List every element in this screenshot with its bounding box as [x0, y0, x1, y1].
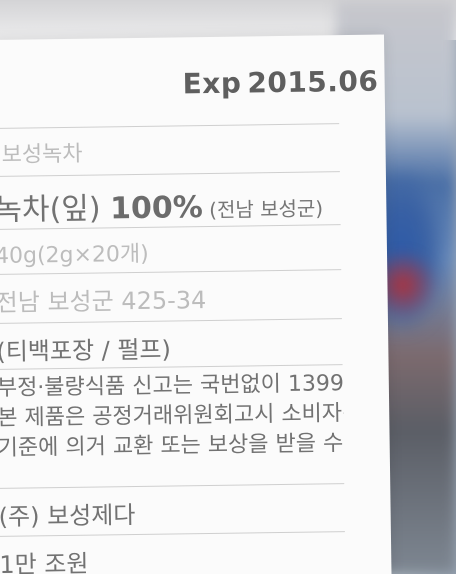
- row-text: 40g(2g×20개): [0, 241, 149, 269]
- ingredient-name: 녹차(잎): [0, 191, 111, 228]
- product-label: Exp 2015.06 보성녹차 녹차(잎) 100% (전남 보성군) 40g(…: [0, 34, 392, 574]
- row-text: (티백포장 / 펄프): [0, 335, 172, 366]
- expiry-date: Exp 2015.06: [182, 65, 378, 101]
- ingredient-percent: 100%: [109, 190, 204, 227]
- label-row-maker: (주) 보성제다: [0, 483, 345, 536]
- notice-line-1: 부정·불량식품 신고는 국번없이 1399: [0, 371, 345, 401]
- label-row-packaging: (티백포장 / 펄프): [0, 318, 343, 368]
- ingredients-text: 녹차(잎) 100% (전남 보성군): [0, 180, 323, 229]
- label-row-notice: 부정·불량식품 신고는 국번없이 1399 본 제품은 공정거래위원회고시 소비…: [0, 364, 345, 492]
- expiry-prefix: Exp: [182, 66, 242, 101]
- label-row-price: 1만 조원: [0, 531, 346, 574]
- notice-line-3: 기준에 의거 교환 또는 보상을 받을 수 있습니다.: [0, 430, 344, 461]
- notice-line-2: 본 제품은 공정거래위원회고시 소비자분쟁해결: [0, 400, 345, 431]
- label-row-ingredients: 녹차(잎) 100% (전남 보성군): [0, 171, 341, 229]
- label-row-weight: 40g(2g×20개): [0, 224, 342, 272]
- row-text: 전남 보성군 425-34: [0, 286, 207, 317]
- label-row-address: 전남 보성군 425-34: [0, 269, 342, 323]
- row-text: (주) 보성제다: [0, 501, 136, 531]
- expiry-value: 2015.06: [247, 64, 379, 100]
- label-row-product-name: 보성녹차: [0, 123, 340, 173]
- row-text: 1만 조원: [0, 549, 89, 574]
- ingredient-origin: (전남 보성군): [202, 196, 324, 223]
- row-text: 보성녹차: [1, 141, 83, 168]
